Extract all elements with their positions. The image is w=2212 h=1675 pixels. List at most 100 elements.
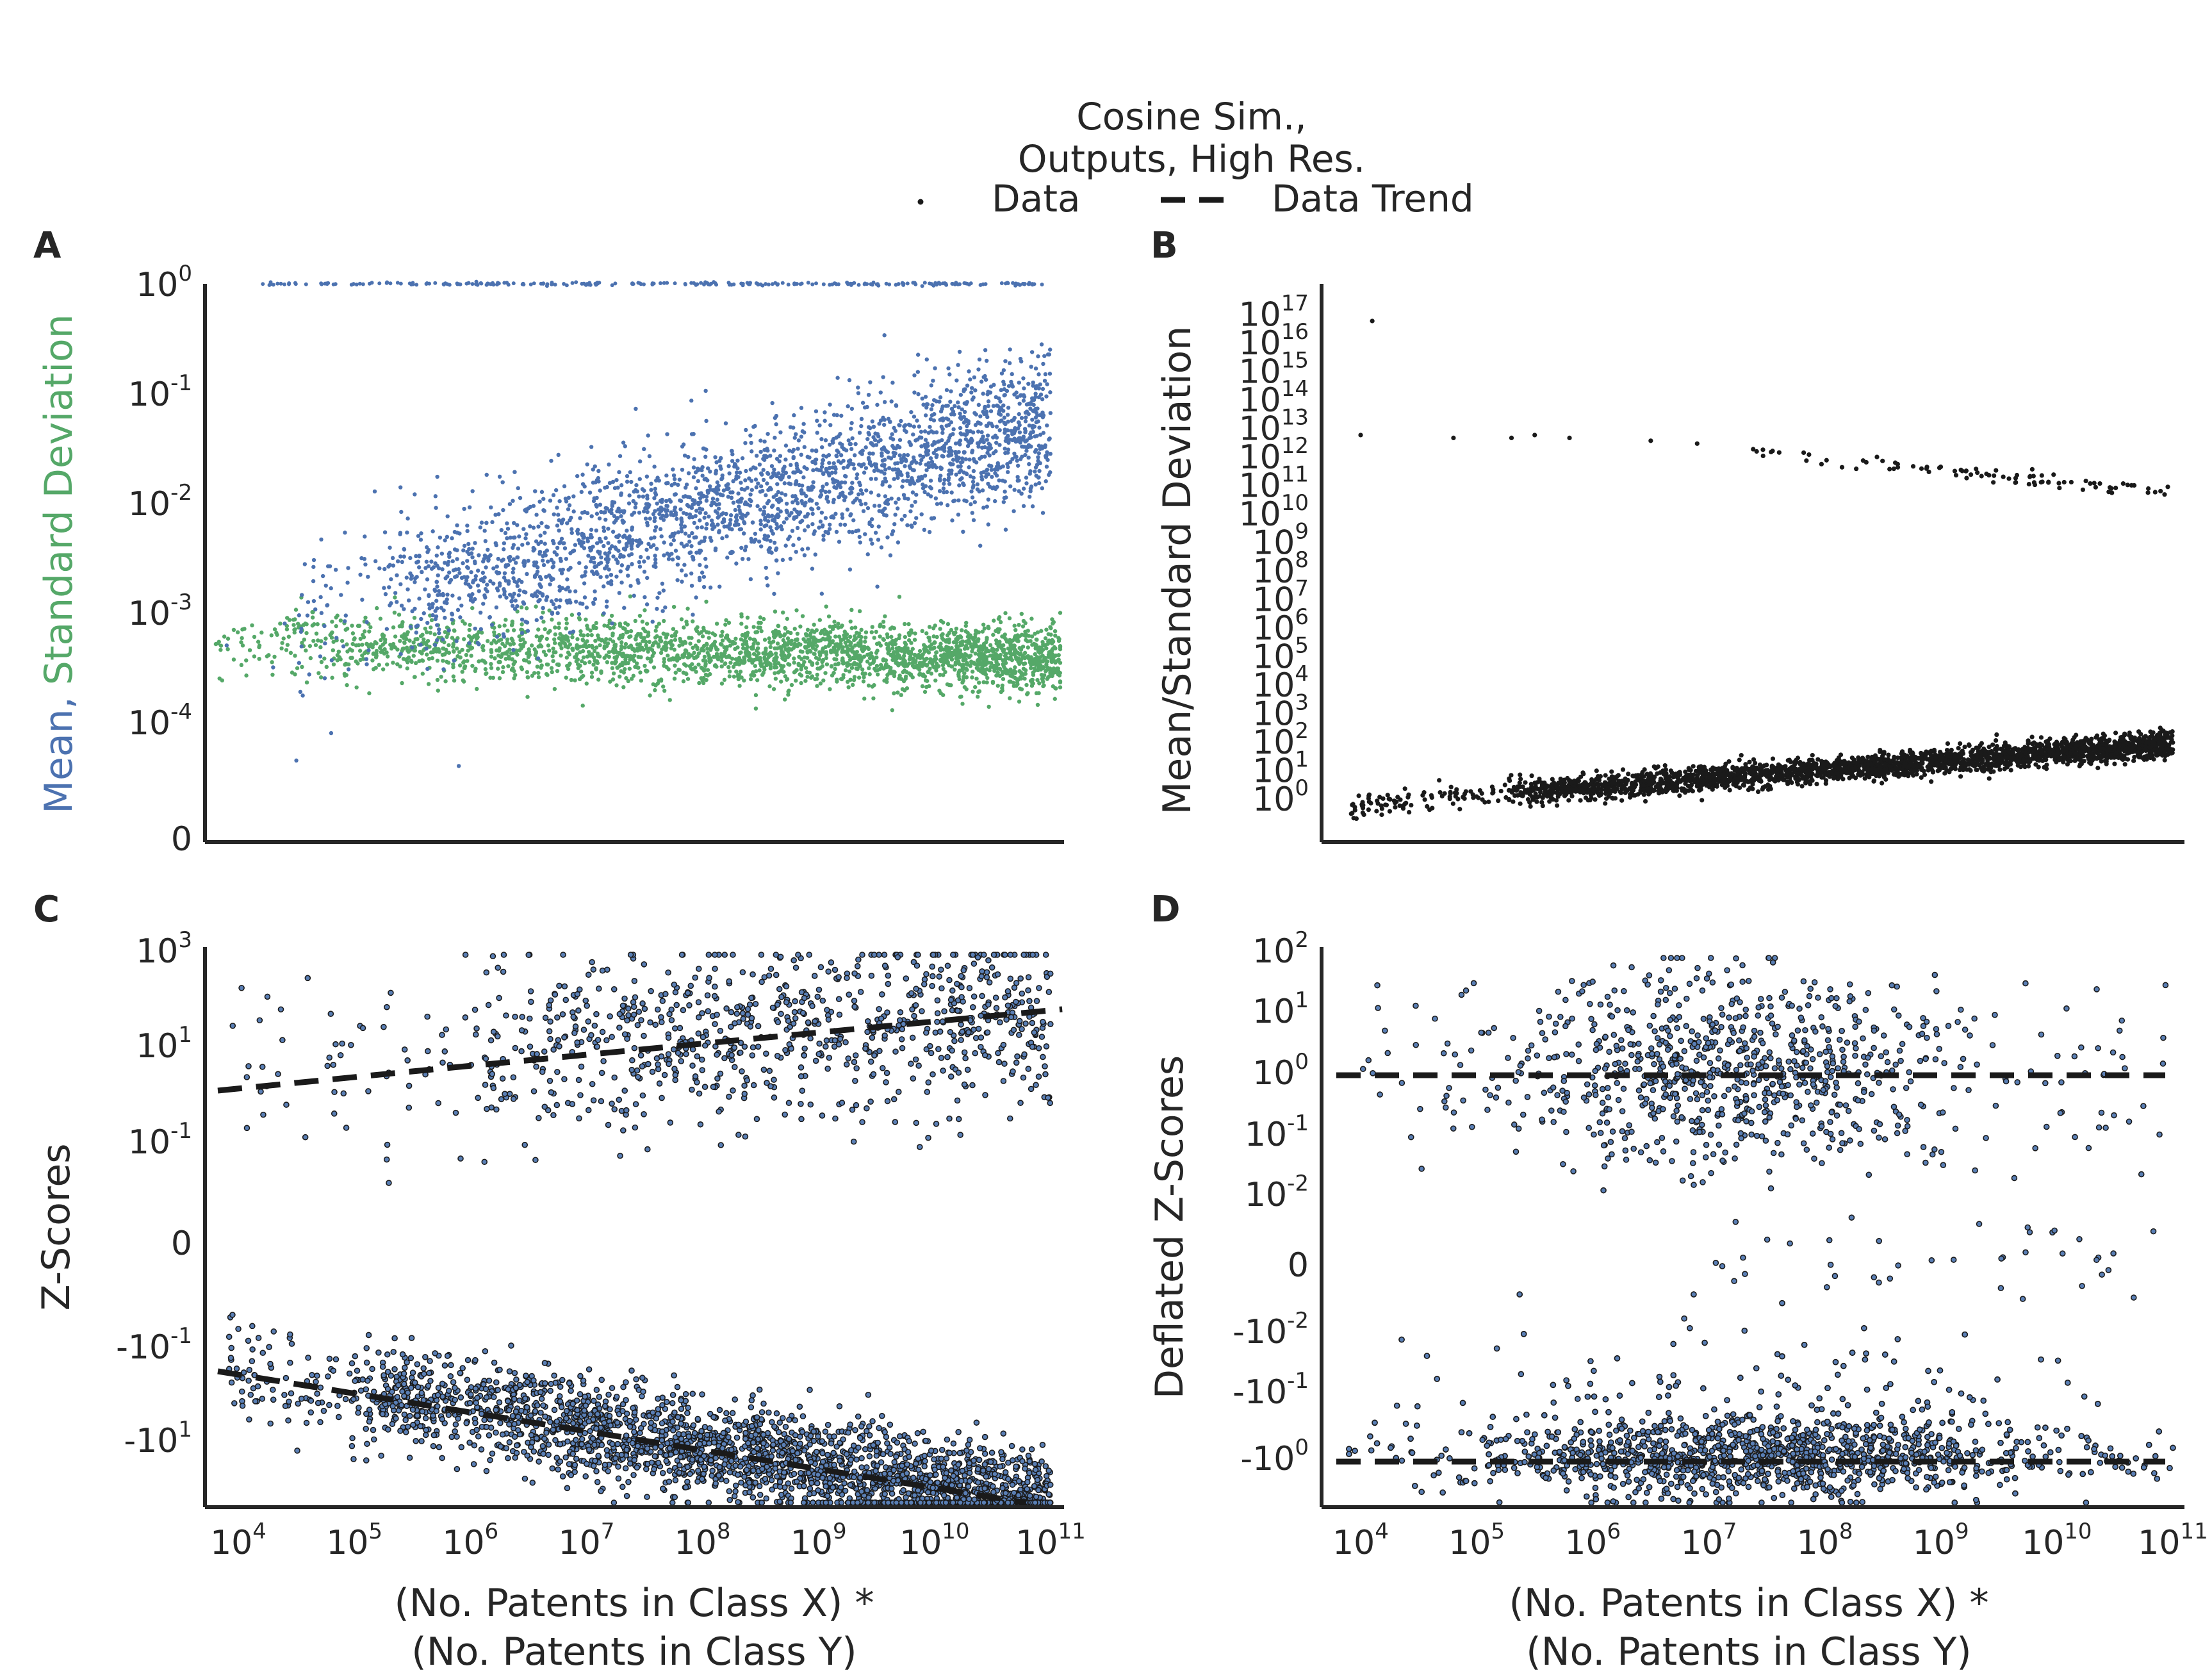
a-mean-point (1029, 365, 1033, 369)
a-mean-point (521, 527, 526, 531)
a-mean-point (413, 492, 417, 497)
a-mean-point (846, 404, 850, 409)
a-std-point (815, 684, 819, 688)
a-mean-point (710, 527, 715, 531)
a-mean-point (575, 531, 580, 536)
a-std-point (218, 647, 223, 652)
a-mean-point (728, 522, 732, 526)
a-mean-point (643, 595, 647, 600)
a-mean-point (623, 444, 628, 449)
a-mean-point (787, 534, 792, 539)
a-mean-point (539, 521, 544, 525)
a-mean-point (958, 411, 962, 416)
a-mean-point (876, 493, 881, 498)
a-mean-point (924, 357, 929, 362)
a-std-point (697, 681, 701, 686)
a-mean-point (445, 514, 450, 518)
a-std-point (685, 622, 689, 627)
a-std-point (497, 676, 502, 681)
a-std-point (834, 649, 839, 654)
a-mean-point (692, 457, 696, 461)
a-std-point (452, 649, 456, 654)
a-std-point (291, 617, 296, 622)
a-mean-point (625, 479, 630, 484)
a-mean-point (541, 563, 546, 568)
a-mean-point (581, 540, 586, 545)
a-mean-point (297, 661, 302, 665)
a-mean-point (962, 401, 967, 406)
a-std-point (470, 606, 475, 611)
a-std-point (660, 647, 664, 652)
a-mean-point (838, 522, 843, 527)
a-mean-point (1031, 424, 1035, 429)
a-mean-point (821, 484, 825, 489)
a-std-point (949, 683, 953, 688)
a-std-point (1039, 629, 1044, 633)
a-mean-point (949, 420, 954, 425)
a-std-point (691, 645, 695, 650)
a-std-point (441, 646, 445, 651)
a-std-point (890, 708, 894, 713)
a-std-point (684, 672, 689, 677)
a-mean-point (441, 637, 445, 642)
a-std-point (270, 672, 275, 677)
a-std-point (350, 641, 355, 647)
a-mean-point (850, 481, 855, 485)
a-mean-point (887, 484, 892, 489)
a-mean-point (819, 437, 824, 441)
a-mean-point (630, 527, 634, 532)
a-std-point (732, 641, 737, 646)
a-std-point (557, 625, 561, 630)
a-mean-point (722, 524, 726, 529)
a-mean-point (432, 643, 438, 647)
a-std-point (779, 679, 783, 684)
a-std-point (1051, 684, 1056, 689)
a-std-point (947, 650, 952, 655)
a-mean-point (690, 531, 694, 536)
a-std-point (1025, 639, 1030, 643)
a-mean-point (855, 476, 859, 481)
a-std-point (563, 644, 568, 648)
a-std-point (776, 670, 781, 675)
a-mean-point (666, 481, 670, 486)
a-mean-point (772, 591, 776, 596)
a-mean-point (646, 433, 650, 438)
a-std-point (800, 614, 805, 618)
a-mean-point (427, 593, 431, 598)
a-mean-point (1038, 413, 1043, 418)
a-std-point (409, 659, 414, 664)
a-mean-point (598, 540, 603, 544)
a-std-point (826, 633, 830, 638)
a-mean-point (648, 516, 652, 521)
a-std-point (739, 614, 744, 619)
a-mean-point (553, 488, 559, 493)
a-mean-point (455, 557, 459, 561)
a-std-point (412, 615, 417, 620)
a-std-point (627, 666, 632, 671)
a-std-point (597, 637, 602, 642)
a-std-point (783, 647, 788, 652)
a-std-point (1044, 627, 1049, 632)
a-mean-point (645, 575, 650, 581)
a-std-point (917, 648, 922, 654)
a-mean-point (891, 450, 896, 455)
a-mean-point (940, 418, 946, 423)
a-std-point (1020, 644, 1026, 649)
a-std-point (612, 643, 617, 648)
a-mean-point (652, 496, 657, 500)
a-std-point (851, 662, 855, 666)
a-std-point (988, 664, 993, 670)
a-mean-point (976, 429, 981, 434)
a-mean-point (558, 598, 562, 603)
a-mean-point (652, 465, 657, 469)
a-std-point (653, 688, 657, 693)
a-std-point (994, 659, 999, 663)
a-mean-point (528, 504, 533, 509)
a-std-point (814, 637, 818, 642)
a-std-point (594, 645, 599, 650)
a-mean-point (986, 446, 990, 450)
a-std-point (512, 676, 516, 681)
a-std-point (776, 661, 781, 666)
a-mean-point (896, 443, 900, 449)
a-mean-point (908, 423, 913, 428)
